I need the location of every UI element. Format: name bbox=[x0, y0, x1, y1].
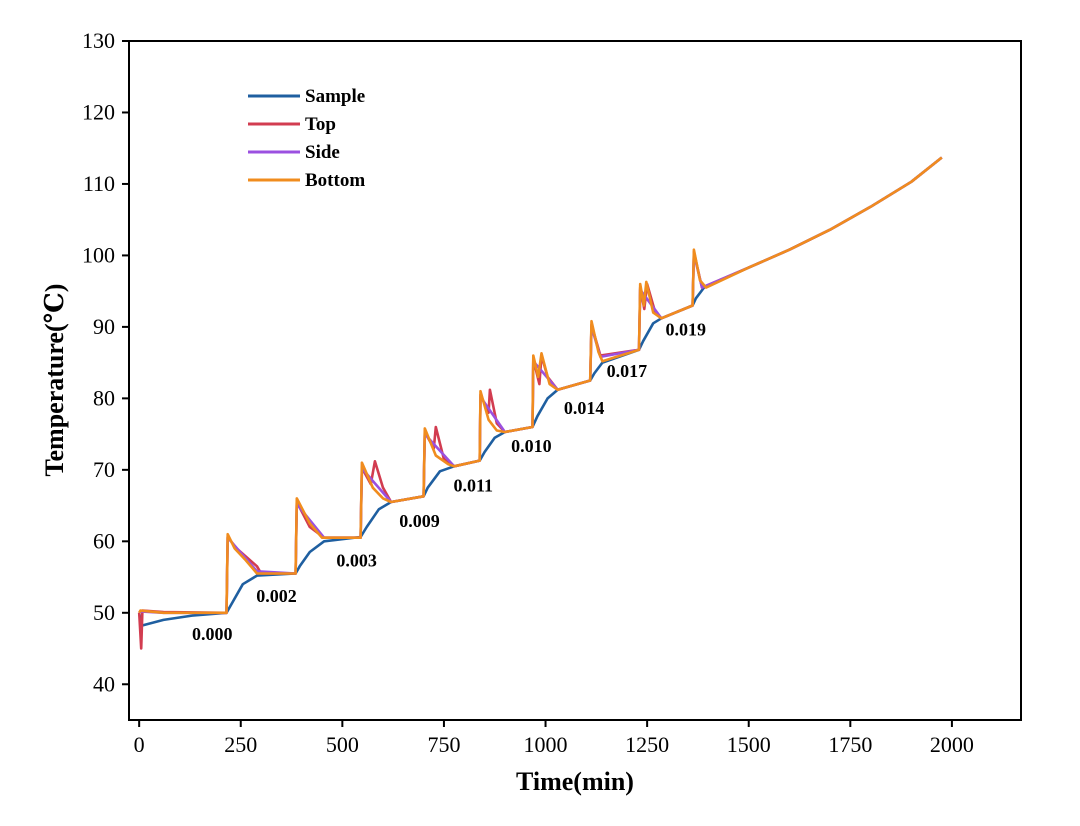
y-tick-label: 40 bbox=[93, 671, 115, 696]
x-tick-label: 750 bbox=[427, 732, 460, 757]
legend-label-bottom: Bottom bbox=[305, 170, 365, 191]
y-tick-label: 70 bbox=[93, 457, 115, 482]
x-axis-title: Time(min) bbox=[516, 767, 634, 796]
y-tick-label: 110 bbox=[83, 171, 115, 196]
annotations: 0.000 0.002 0.003 0.009 0.011 0.010 0.0140.017… bbox=[192, 319, 706, 643]
x-tick-label: 1500 bbox=[727, 732, 771, 757]
y-axis-ticks: 40 50 60 70 80 90 100 110 120 130 bbox=[82, 28, 129, 696]
y-tick-label: 50 bbox=[93, 600, 115, 625]
x-tick-label: 1750 bbox=[828, 732, 872, 757]
annotation-label: 0.000 bbox=[192, 624, 233, 644]
y-tick-label: 120 bbox=[82, 99, 115, 124]
annotation-label: 0.019 bbox=[665, 319, 706, 339]
y-axis-title: Temperature(℃) bbox=[40, 284, 69, 477]
legend: Sample Top Side Bottom bbox=[248, 86, 365, 191]
x-tick-label: 1000 bbox=[524, 732, 568, 757]
annotation-label: 0.017 bbox=[607, 361, 648, 381]
y-tick-label: 90 bbox=[93, 314, 115, 339]
x-tick-label: 2000 bbox=[930, 732, 974, 757]
legend-label-top: Top bbox=[305, 114, 336, 135]
annotation-label: 0.014 bbox=[564, 398, 605, 418]
legend-label-side: Side bbox=[305, 142, 340, 163]
x-tick-label: 500 bbox=[326, 732, 359, 757]
legend-label-sample: Sample bbox=[305, 86, 365, 107]
annotation-label: 0.002 bbox=[256, 586, 297, 606]
annotation-label: 0.010 bbox=[511, 436, 552, 456]
annotation-label: 0.003 bbox=[336, 550, 377, 570]
y-tick-label: 80 bbox=[93, 385, 115, 410]
series-line-bottom bbox=[138, 156, 943, 615]
y-tick-label: 100 bbox=[82, 242, 115, 267]
annotation-label: 0.009 bbox=[399, 511, 440, 531]
x-axis-ticks: 0 250 500 750 1000 1250 1500 1750 2000 bbox=[134, 720, 974, 757]
plot-frame bbox=[128, 40, 1022, 721]
series-line-side bbox=[138, 156, 943, 615]
x-tick-label: 0 bbox=[134, 732, 145, 757]
y-tick-label: 130 bbox=[82, 28, 115, 53]
series-line-sample bbox=[137, 156, 943, 627]
x-tick-label: 1250 bbox=[625, 732, 669, 757]
annotation-label: 0.011 bbox=[453, 475, 493, 495]
x-tick-label: 250 bbox=[224, 732, 257, 757]
y-tick-label: 60 bbox=[93, 528, 115, 553]
series-lines bbox=[137, 156, 943, 650]
